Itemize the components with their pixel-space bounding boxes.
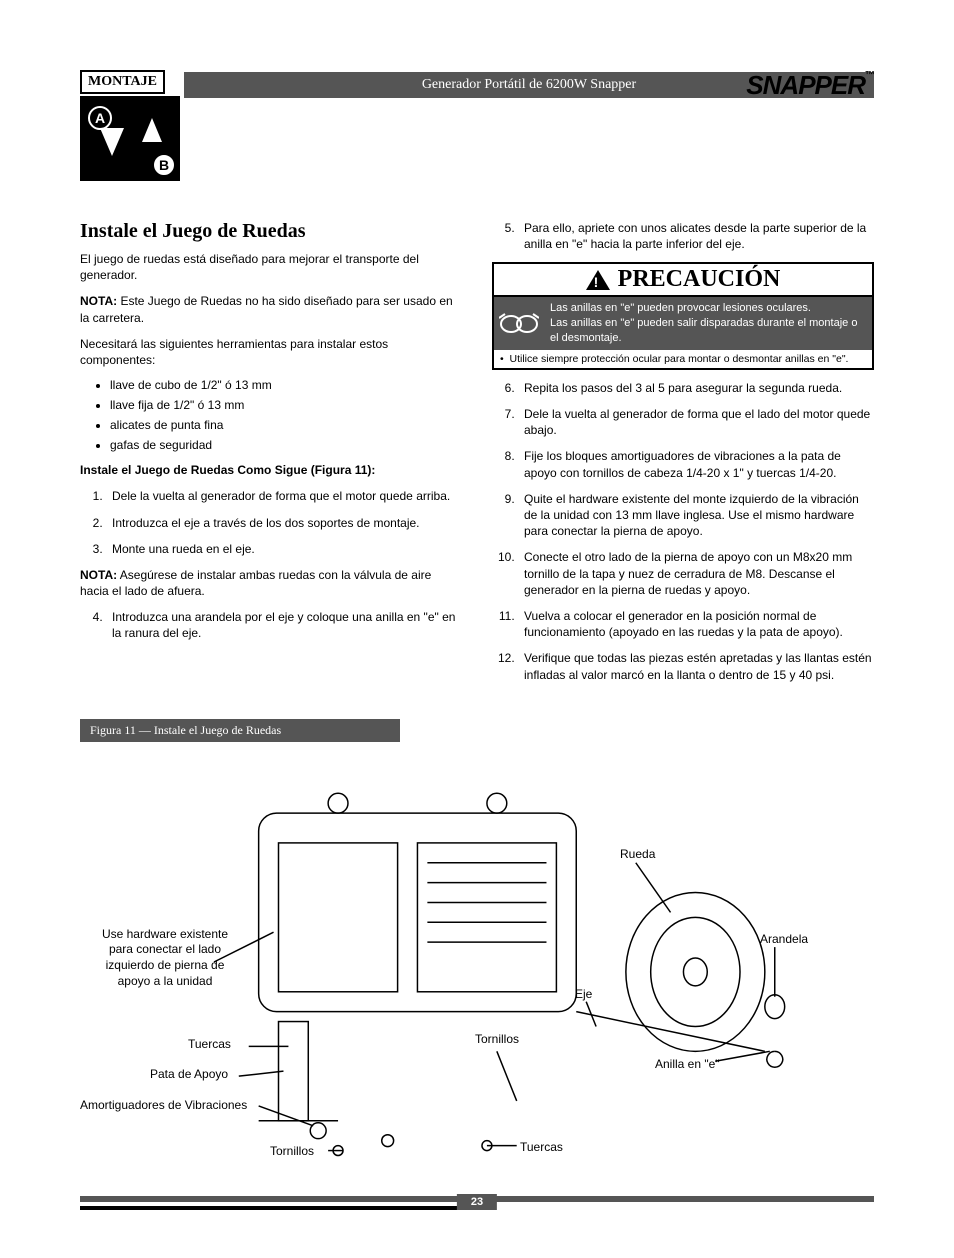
caution-body: Las anillas en "e" pueden provocar lesio… [494,297,872,350]
page-footer: 23 [80,1196,874,1218]
left-column: Instale el Juego de Ruedas El juego de r… [80,220,462,693]
step: Introduzca una arandela por el eje y col… [106,609,462,641]
steps-list-d: Repita los pasos del 3 al 5 para asegura… [518,380,874,683]
down-arrow-icon [100,128,124,156]
fig-label-eje: Eje [575,987,592,1003]
figure-caption: Figura 11 — Instale el Juego de Ruedas [80,719,400,742]
up-arrow-icon [142,118,162,142]
subheading: Instale el Juego de Ruedas Como Sigue (F… [80,462,462,478]
step: Dele la vuelta al generador de forma que… [106,488,462,504]
caution-line-1: Las anillas en "e" pueden provocar lesio… [550,301,866,316]
caution-line-2: Las anillas en "e" pueden salir disparad… [550,316,866,346]
note-2-text: Asegúrese de instalar ambas ruedas con l… [80,568,431,598]
step: Fije los bloques amortiguadores de vibra… [518,448,874,480]
fig-label-pata: Pata de Apoyo [150,1067,228,1083]
page-number: 23 [457,1194,497,1210]
tool-item: llave fija de 1/2" ó 13 mm [110,398,462,412]
tool-item: alicates de punta fina [110,418,462,432]
caution-title: PRECAUCIÓN [618,266,781,293]
fig-label-tuercas1: Tuercas [188,1037,231,1053]
step: Verifique que todas las piezas estén apr… [518,650,874,682]
fig-label-hardware: Use hardware existente para conectar el … [90,927,240,989]
icon-letter-a: A [88,106,112,130]
step: Conecte el otro lado de la pierna de apo… [518,549,874,598]
note-1: NOTA: Este Juego de Ruedas no ha sido di… [80,293,462,325]
footer-accent [80,1206,480,1210]
tool-item: llave de cubo de 1/2" ó 13 mm [110,378,462,392]
note-1-text: Este Juego de Ruedas no ha sido diseñado… [80,294,453,324]
note-label: NOTA: [80,294,117,308]
step: Vuelva a colocar el generador en la posi… [518,608,874,640]
fig-label-tuercas2: Tuercas [520,1140,563,1156]
steps-list-b: Introduzca una arandela por el eje y col… [106,609,462,641]
caution-bullet-text: Utilice siempre protección ocular para m… [510,353,849,365]
figure-11: Figura 11 — Instale el Juego de Ruedas [80,719,874,1172]
fig-label-rueda: Rueda [620,847,655,863]
steps-list-a: Dele la vuelta al generador de forma que… [106,488,462,557]
page-header: MONTAJE A B Generador Portátil de 6200W … [80,70,874,180]
brand-logo: SNAPPER™ [746,70,874,101]
icon-letter-b: B [152,153,176,177]
fig-label-tornillos1: Tornillos [270,1144,314,1160]
intro-text: El juego de ruedas está diseñado para me… [80,251,462,283]
tools-list: llave de cubo de 1/2" ó 13 mm llave fija… [110,378,462,452]
figure-diagram: Use hardware existente para conectar el … [80,752,874,1172]
assembly-icon: MONTAJE A B [80,70,180,180]
step: Quite el hardware existente del monte iz… [518,491,874,540]
note-2: NOTA: Asegúrese de instalar ambas ruedas… [80,567,462,599]
caution-bullet: • Utilice siempre protección ocular para… [494,350,872,368]
step: Monte una rueda en el eje. [106,541,462,557]
step: Para ello, apriete con unos alicates des… [518,220,874,252]
content-columns: Instale el Juego de Ruedas El juego de r… [80,220,874,693]
trademark: ™ [865,70,874,81]
right-column: Para ello, apriete con unos alicates des… [492,220,874,693]
step: Repita los pasos del 3 al 5 para asegura… [518,380,874,396]
step: Introduzca el eje a través de los dos so… [106,515,462,531]
note-label: NOTA: [80,568,117,582]
steps-list-c: Para ello, apriete con unos alicates des… [518,220,874,252]
fig-label-amort: Amortiguadores de Vibraciones [80,1098,247,1114]
fig-label-anilla: Anilla en "e" [655,1057,720,1073]
section-tag: MONTAJE [80,70,165,94]
step: Dele la vuelta al generador de forma que… [518,406,874,438]
caution-box: PRECAUCIÓN Las anillas en "e" pueden pro… [492,262,874,370]
tool-item: gafas de seguridad [110,438,462,452]
tools-intro: Necesitará las siguientes herramientas p… [80,336,462,368]
fig-label-tornillos2: Tornillos [475,1032,519,1048]
assembly-icon-body: A B [80,96,180,181]
goggles-icon [494,297,544,350]
caution-header: PRECAUCIÓN [494,264,872,297]
warning-triangle-icon [586,270,610,290]
section-heading: Instale el Juego de Ruedas [80,220,462,243]
brand-text: SNAPPER [746,70,865,100]
caution-text: Las anillas en "e" pueden provocar lesio… [544,297,872,350]
fig-label-arandela: Arandela [760,932,808,948]
